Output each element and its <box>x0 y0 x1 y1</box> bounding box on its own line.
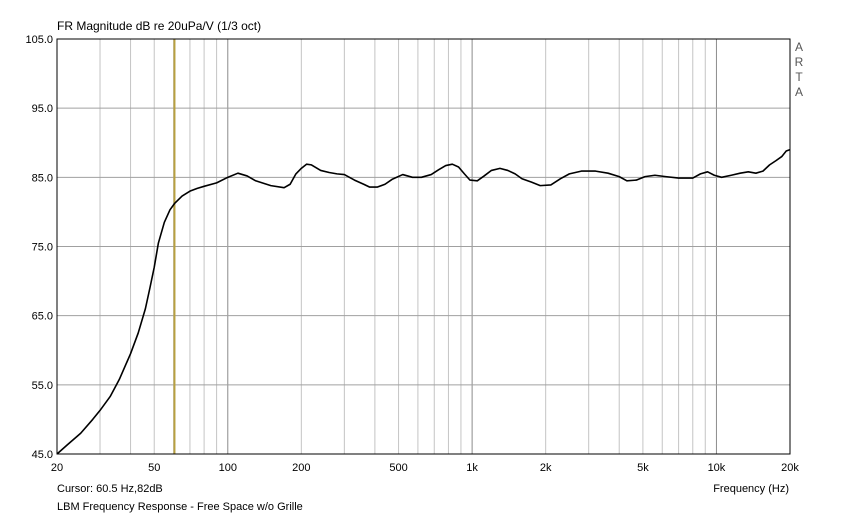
y-tick-label: 65.0 <box>32 311 53 323</box>
watermark-letter: A <box>795 85 803 99</box>
frequency-response-curve <box>56 148 791 455</box>
x-tick-label: 200 <box>292 462 310 474</box>
x-tick-label: 10k <box>708 462 726 474</box>
x-tick-label: 20 <box>51 462 63 474</box>
y-tick-label: 55.0 <box>32 380 53 392</box>
x-tick-label: 2k <box>540 462 552 474</box>
x-tick-label: 100 <box>219 462 237 474</box>
x-tick-label: 500 <box>389 462 407 474</box>
x-tick-label: 50 <box>148 462 160 474</box>
x-axis-tick-labels: 20 50 100 200 500 1k 2k 5k 10k 20k <box>51 462 799 474</box>
x-tick-label: 20k <box>781 462 799 474</box>
x-tick-label: 1k <box>466 462 478 474</box>
x-axis-label: Frequency (Hz) <box>713 483 789 495</box>
chart-title: FR Magnitude dB re 20uPa/V (1/3 oct) <box>57 19 261 33</box>
y-tick-label: 45.0 <box>32 449 53 461</box>
plot-frame <box>56 38 791 455</box>
x-tick-label: 5k <box>637 462 649 474</box>
watermark-letter: T <box>795 70 803 84</box>
y-tick-label: 75.0 <box>32 242 53 254</box>
y-axis-tick-labels: 45.0 55.0 65.0 75.0 85.0 95.0 105.0 <box>25 34 53 461</box>
y-tick-label: 95.0 <box>32 103 53 115</box>
watermark-letter: A <box>795 40 803 54</box>
y-tick-label: 85.0 <box>32 172 53 184</box>
y-tick-label: 105.0 <box>25 34 53 46</box>
grid-lines <box>57 39 790 454</box>
watermark-letter: R <box>795 55 804 69</box>
chart-caption: LBM Frequency Response - Free Space w/o … <box>57 501 303 513</box>
cursor-readout: Cursor: 60.5 Hz,82dB <box>57 483 163 495</box>
